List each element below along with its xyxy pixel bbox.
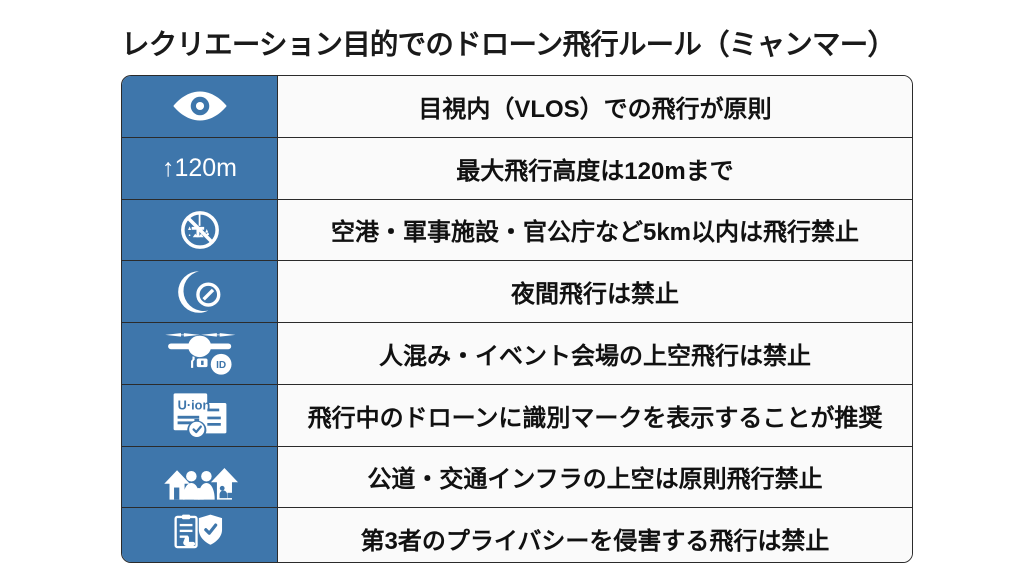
- svg-text:ID: ID: [216, 360, 226, 371]
- svg-text:U·ion: U·ion: [177, 398, 210, 413]
